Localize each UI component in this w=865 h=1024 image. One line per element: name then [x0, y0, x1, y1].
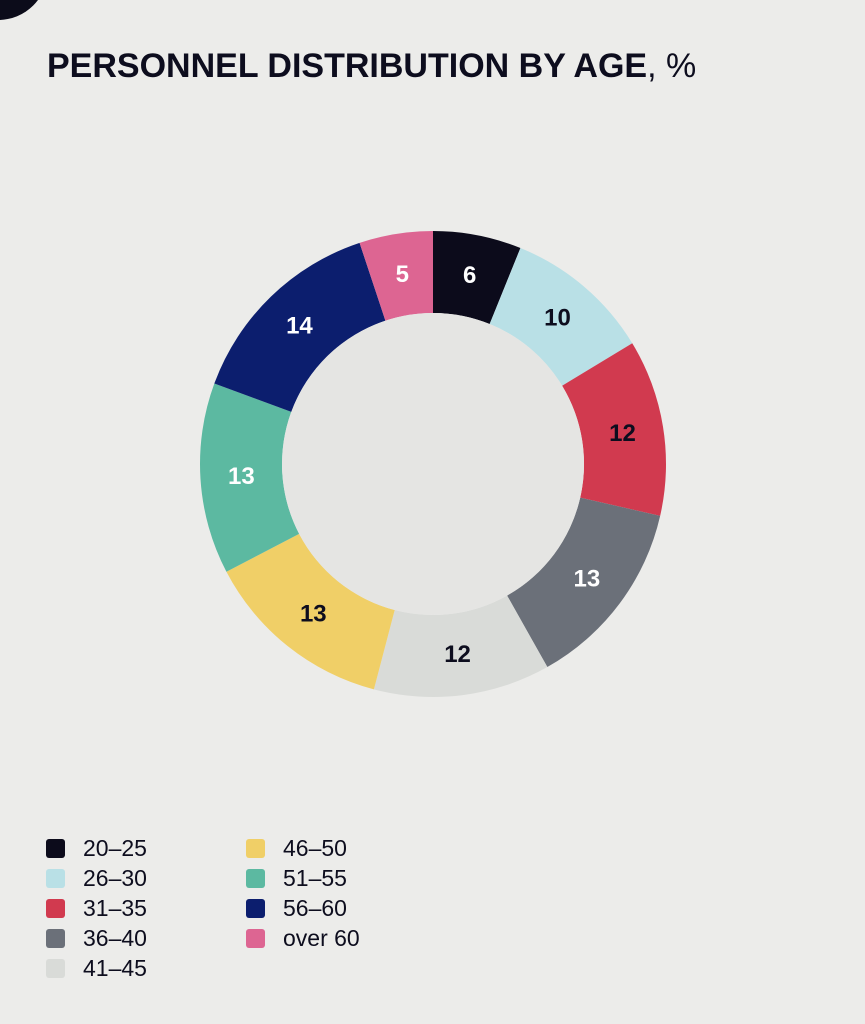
- donut-slice-6: [226, 533, 395, 690]
- legend-swatch: [246, 898, 265, 918]
- donut-slice-5: [373, 595, 548, 697]
- legend-swatch: [46, 868, 65, 888]
- donut-hole: [282, 313, 584, 615]
- legend-label: 36–40: [83, 924, 147, 951]
- legend-label: 20–25: [83, 834, 147, 861]
- legend-label: 46–50: [283, 834, 347, 861]
- legend-item: 51–55: [246, 863, 347, 893]
- donut-slice-7: [200, 383, 300, 572]
- donut-slices: [200, 231, 666, 697]
- legend-item: 36–40: [46, 923, 147, 953]
- legend-label: 51–55: [283, 864, 347, 891]
- slice-value-label: 6: [463, 262, 476, 289]
- chart-title-main: PERSONNEL DISTRIBUTION BY AGE: [47, 47, 648, 85]
- legend-item: 46–50: [246, 833, 347, 863]
- legend-label: 56–60: [283, 894, 347, 921]
- donut-slice-4: [507, 497, 661, 668]
- legend-swatch: [46, 958, 65, 978]
- slice-value-label: 12: [609, 420, 636, 447]
- legend-item: over 60: [246, 923, 360, 953]
- legend-label: 31–35: [83, 894, 147, 921]
- slice-value-label: 13: [574, 565, 601, 592]
- legend-item: 41–45: [46, 953, 147, 983]
- legend-item: 20–25: [46, 833, 147, 863]
- legend-item: 56–60: [246, 893, 347, 923]
- donut-slice-9: [359, 231, 433, 321]
- donut-slice-1: [433, 231, 521, 325]
- legend-label: 41–45: [83, 954, 147, 981]
- legend-swatch: [46, 898, 65, 918]
- legend-swatch: [246, 868, 265, 888]
- donut-slice-8: [214, 242, 386, 412]
- donut-slice-3: [562, 343, 666, 516]
- legend-swatch: [246, 928, 265, 948]
- slice-value-label: 12: [444, 641, 471, 668]
- slice-value-label: 14: [286, 313, 313, 340]
- chart-title: PERSONNEL DISTRIBUTION BY AGE, %: [47, 44, 696, 88]
- slice-labels: 6 10 12 13 12 13 13 14 5: [228, 261, 636, 668]
- legend-label: over 60: [283, 924, 360, 951]
- legend-item: 31–35: [46, 893, 147, 923]
- slice-value-label: 13: [228, 463, 255, 490]
- legend-swatch: [246, 838, 265, 858]
- donut-slice-2: [489, 248, 633, 386]
- slice-value-label: 5: [396, 261, 409, 288]
- legend-label: 26–30: [83, 864, 147, 891]
- slice-value-label: 13: [300, 601, 327, 628]
- legend-swatch: [46, 838, 65, 858]
- slice-value-label: 10: [544, 304, 571, 331]
- chart-title-unit: , %: [647, 47, 697, 85]
- legend-swatch: [46, 928, 65, 948]
- chart-legend: 20–25 26–30 31–35 36–40 41–45 46–50 51–55 56–60…: [46, 833, 406, 983]
- legend-item: 26–30: [46, 863, 147, 893]
